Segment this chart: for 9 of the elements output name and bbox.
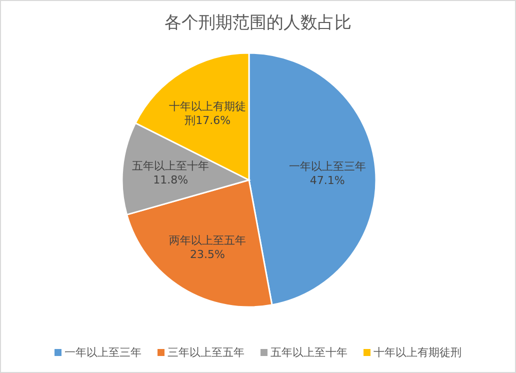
legend-label: 五年以上至十年	[270, 346, 348, 359]
data-label: 五年以上至十年11.8%	[132, 160, 210, 187]
data-label: 十年以上有期徒刑17.6%	[169, 100, 246, 127]
data-label: 一年以上至三年47.1%	[288, 160, 366, 187]
legend-label: 三年以上至五年	[168, 346, 244, 359]
chart-title: 各个刑期范围的人数占比	[164, 13, 352, 33]
legend-label: 十年以上有期徒刑	[374, 346, 462, 359]
legend-label: 一年以上至三年	[64, 346, 142, 359]
data-label: 两年以上至五年23.5%	[168, 234, 246, 261]
